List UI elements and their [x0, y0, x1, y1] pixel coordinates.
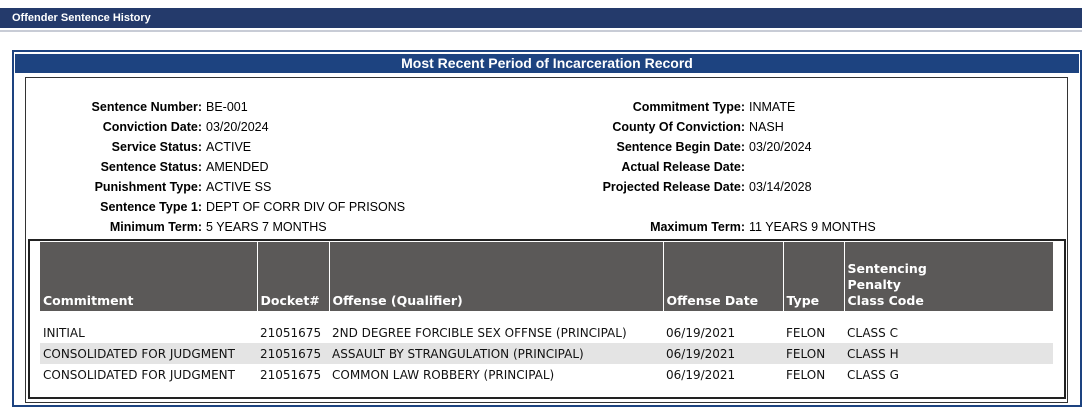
field-value: 03/20/2024 — [749, 140, 812, 154]
field-value: 11 YEARS 9 MONTHS — [749, 220, 876, 234]
field-value: 5 YEARS 7 MONTHS — [206, 220, 327, 234]
table-cell: CONSOLIDATED FOR JUDGMENT — [43, 367, 235, 382]
field-row: Punishment Type: ACTIVE SS — [0, 177, 272, 197]
field-value: 03/14/2028 — [749, 180, 812, 194]
column-header: Type — [783, 242, 845, 311]
field-label: Maximum Term: — [650, 220, 745, 234]
field-value: BE-001 — [206, 100, 248, 114]
column-header: Docket# — [257, 242, 330, 311]
sentence-table: Commitment Docket# Offense (Qualifier) Offe… — [40, 242, 1054, 385]
field-row: Service Status: ACTIVE — [0, 137, 251, 157]
table-cell: 06/19/2021 — [666, 325, 736, 340]
field-label: Sentence Status: — [100, 160, 202, 174]
table-cell: CLASS C — [847, 325, 898, 340]
page-header: Offender Sentence History — [0, 8, 1082, 28]
field-row: Maximum Term: 11 YEARS 9 MONTHS — [460, 217, 876, 237]
table-cell: FELON — [783, 343, 844, 364]
field-row: Commitment Type: INMATE — [460, 97, 796, 117]
column-header: Commitment — [40, 242, 258, 311]
table-row: INITIAL 21051675 2ND DEGREE FORCIBLE SEX O… — [40, 322, 1053, 343]
field-label: Conviction Date: — [102, 120, 202, 134]
field-label: Minimum Term: — [109, 220, 202, 234]
table-cell: 21051675 — [257, 343, 329, 364]
field-row: Sentence Status: AMENDED — [0, 157, 269, 177]
table-cell: FELON — [786, 367, 826, 382]
table-cell: CONSOLIDATED FOR JUDGMENT — [40, 343, 257, 364]
field-row: Actual Release Date: — [460, 157, 745, 177]
field-row: Projected Release Date: 03/14/2028 — [460, 177, 812, 197]
field-value: DEPT OF CORR DIV OF PRISONS — [206, 200, 406, 214]
spacer — [40, 311, 1053, 322]
field-value: ACTIVE SS — [206, 180, 272, 194]
field-row: Sentence Type 1: DEPT OF CORR DIV OF PRIS… — [0, 197, 405, 217]
table-cell: CLASS G — [847, 367, 899, 382]
table-cell: ASSAULT BY STRANGULATION (PRINCIPAL) — [329, 343, 663, 364]
table-cell: 2ND DEGREE FORCIBLE SEX OFFNSE (PRINCIPA… — [332, 325, 627, 340]
table-cell: 21051675 — [260, 367, 322, 382]
divider — [0, 30, 1082, 32]
table-cell: COMMON LAW ROBBERY (PRINCIPAL) — [332, 367, 555, 382]
field-label: Sentence Type 1: — [100, 200, 202, 214]
field-label: County Of Conviction: — [612, 120, 745, 134]
field-label: Projected Release Date: — [602, 180, 745, 194]
field-row: Sentence Begin Date: 03/20/2024 — [460, 137, 812, 157]
table-row: CONSOLIDATED FOR JUDGMENT 21051675 COMMON … — [40, 364, 1053, 385]
column-header: Offense Date — [663, 242, 784, 311]
panel — [12, 50, 1082, 407]
header-row: Commitment Docket# Offense (Qualifier) Offe… — [40, 242, 1054, 311]
field-label: Actual Release Date: — [621, 160, 745, 174]
field-label: Commitment Type: — [632, 100, 745, 114]
table-cell: FELON — [786, 325, 826, 340]
table-frame — [28, 239, 1066, 399]
table-cell: 06/19/2021 — [666, 367, 736, 382]
table-cell: 21051675 — [260, 325, 322, 340]
field-row: County Of Conviction: NASH — [460, 117, 784, 137]
field-value: NASH — [749, 120, 784, 134]
table-row: CONSOLIDATED FOR JUDGMENT 21051675 ASSAULT… — [40, 343, 1053, 364]
table-cell: CLASS H — [844, 343, 1053, 364]
field-label: Service Status: — [111, 140, 202, 154]
field-row: Minimum Term: 5 YEARS 7 MONTHS — [0, 217, 327, 237]
spacer-row — [40, 311, 1053, 322]
field-label: Sentence Begin Date: — [616, 140, 745, 154]
field-label: Punishment Type: — [94, 180, 202, 194]
column-header: Sentencing Penalty Class Code — [844, 242, 1054, 311]
table-cell: INITIAL — [43, 325, 85, 340]
panel-title: Most Recent Period of Incarceration Reco… — [15, 54, 1079, 73]
panel-body — [25, 77, 1068, 403]
field-value: AMENDED — [206, 160, 269, 174]
field-label: Sentence Number: — [91, 100, 202, 114]
field-value: INMATE — [749, 100, 796, 114]
column-header: Offense (Qualifier) — [329, 242, 664, 311]
table-cell: 06/19/2021 — [663, 343, 783, 364]
field-value: 03/20/2024 — [206, 120, 269, 134]
field-row: Conviction Date: 03/20/2024 — [0, 117, 269, 137]
field-value: ACTIVE — [206, 140, 252, 154]
column-header-text: Sentencing Penalty Class Code — [847, 261, 927, 308]
field-row: Sentence Number: BE-001 — [0, 97, 248, 117]
